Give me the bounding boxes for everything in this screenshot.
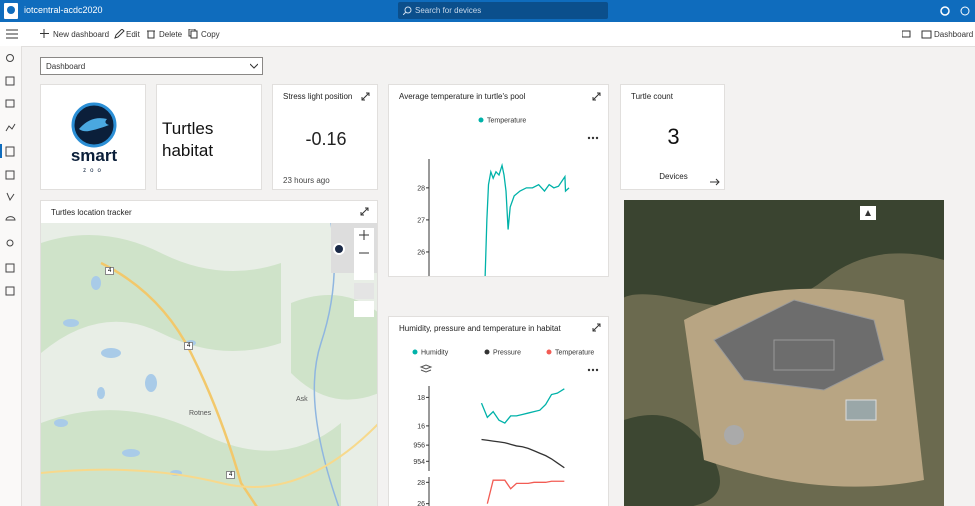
line-series xyxy=(480,388,565,424)
y-tick-label: 26 xyxy=(417,501,425,506)
title-line: habitat xyxy=(162,141,214,160)
aerial-image xyxy=(624,200,944,506)
aerial xyxy=(624,200,944,506)
legend-marker xyxy=(478,117,484,123)
legend-label: Humidity xyxy=(421,350,449,357)
temperature-chart: Temperature2526272802:42 AM02/12/202202:… xyxy=(417,117,599,276)
map[interactable] xyxy=(41,223,378,506)
expand-icon[interactable] xyxy=(592,92,601,101)
title-tile: Turtles habitat xyxy=(156,84,262,190)
tile-title: Turtles location tracker xyxy=(51,208,132,217)
action-delete[interactable]: Delete xyxy=(159,30,183,39)
action-edit[interactable]: Edit xyxy=(126,30,140,39)
habitat-chart: Humidity Pressure Temperature 16 18 954 956 26 2… xyxy=(412,349,599,506)
tile-title: Turtle count xyxy=(631,92,673,101)
legend-marker xyxy=(412,349,418,355)
y-tick-label: 28 xyxy=(417,480,425,487)
y-tick-label: 956 xyxy=(413,443,425,450)
legend-label: Pressure xyxy=(493,350,521,357)
layers-icon[interactable] xyxy=(419,364,433,373)
tile-title: Average temperature in turtle's pool xyxy=(399,92,526,101)
arrow-icon[interactable] xyxy=(710,178,720,186)
chevron xyxy=(250,63,258,69)
map-controls[interactable] xyxy=(354,228,374,317)
header-icons[interactable] xyxy=(940,5,972,17)
settings-icons xyxy=(902,30,932,39)
expand-icon[interactable] xyxy=(361,92,370,101)
y-tick-label: 27 xyxy=(417,217,425,224)
road-label: 4 xyxy=(184,342,194,350)
tile-title: Stress light position xyxy=(283,92,353,101)
expand-icon[interactable] xyxy=(592,323,601,332)
y-tick-label: 28 xyxy=(417,185,425,192)
count-tile: Turtle count 3 Devices xyxy=(620,84,725,190)
road-label: 4 xyxy=(105,267,115,275)
action-new[interactable]: New dashboard xyxy=(53,30,110,39)
dashboard-dropdown[interactable]: Dashboard xyxy=(40,57,263,75)
app-name: iotcentral-acdc2020 xyxy=(24,5,103,15)
search-box[interactable]: Search for devices xyxy=(398,2,608,19)
left-nav xyxy=(0,46,22,506)
tile-title: Humidity, pressure and temperature in ha… xyxy=(399,324,561,333)
y-tick-label: 16 xyxy=(417,423,425,430)
y-tick-label: 18 xyxy=(417,395,425,402)
line-series xyxy=(481,438,565,469)
place-label: Rotnes xyxy=(189,410,212,417)
more-menu[interactable] xyxy=(587,368,599,372)
kpi-tile: Stress light position -0.16 23 hours ago xyxy=(272,84,378,190)
kpi-time: 23 hours ago xyxy=(283,176,330,185)
legend-marker xyxy=(484,349,490,355)
app-icon xyxy=(4,3,18,19)
search-icon xyxy=(403,6,412,15)
dashboard-settings[interactable]: Dashboard s xyxy=(934,30,975,39)
count-value: 3 xyxy=(667,124,680,149)
y-tick-label: 954 xyxy=(413,459,425,466)
line-series xyxy=(484,162,570,276)
search-placeholder: Search for devices xyxy=(415,6,482,15)
kpi-value: -0.16 xyxy=(305,129,347,149)
count-label: Devices xyxy=(659,172,688,181)
logo-word: smart xyxy=(71,146,118,165)
y-tick-label: 26 xyxy=(417,249,425,256)
chart-tile: Humidity, pressure and temperature in ha… xyxy=(388,316,609,506)
legend-label: Temperature xyxy=(555,350,594,357)
title-line: Turtles xyxy=(162,119,214,138)
habitat-title: Turtles habitat xyxy=(162,118,213,162)
toolbar-icons xyxy=(40,29,198,39)
action-copy[interactable]: Copy xyxy=(201,30,220,39)
legend-marker xyxy=(546,349,552,355)
legend-label: Temperature xyxy=(487,118,526,125)
more-menu[interactable] xyxy=(587,136,599,140)
map-tile: Turtles location tracker Rotnes Ask 4 4 … xyxy=(40,200,378,506)
logo: smart zoo xyxy=(71,102,118,174)
line-series xyxy=(486,479,565,504)
toolbar: New dashboard Edit Delete Copy Dashboard… xyxy=(0,22,975,47)
nav-icons[interactable] xyxy=(0,46,21,306)
header: iotcentral-acdc2020 Search for devices xyxy=(0,0,975,22)
menu-icon[interactable] xyxy=(6,29,18,39)
road-label: 4 xyxy=(226,471,236,479)
expand-icon[interactable] xyxy=(360,207,369,216)
chart-tile: Average temperature in turtle's pool Tem… xyxy=(388,84,609,277)
place-label: Ask xyxy=(296,396,308,403)
dropdown-text: Dashboard xyxy=(46,62,86,71)
logo-sub: zoo xyxy=(83,168,105,174)
logo-tile: smart zoo xyxy=(40,84,146,190)
